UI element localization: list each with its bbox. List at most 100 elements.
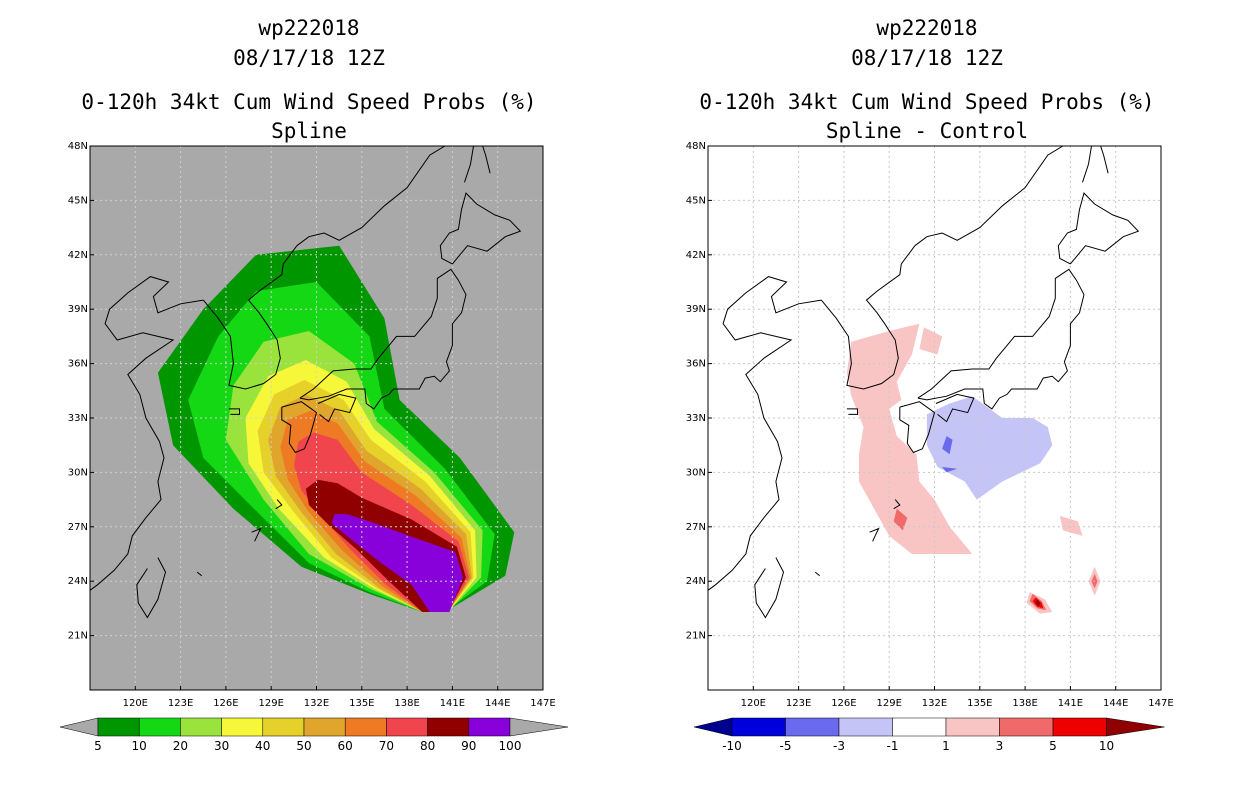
colorbar-label: 1	[942, 739, 950, 753]
contour-1-region	[1059, 515, 1083, 536]
colorbar-label: 80	[420, 739, 435, 753]
coastline-sakhalin-2	[1100, 146, 1109, 174]
y-tick-label: 39N	[68, 304, 88, 315]
storm-id: wp222018	[876, 16, 978, 40]
y-tick-label: 48N	[68, 141, 88, 152]
colorbar-cell	[945, 717, 1000, 737]
coastline-sakhalin	[464, 146, 474, 183]
colorbar-cell	[221, 717, 264, 737]
y-tick-label: 39N	[686, 304, 706, 315]
x-tick-label: 132E	[922, 698, 947, 709]
y-tick-label: 30N	[68, 467, 88, 478]
contour-layer	[157, 245, 515, 612]
coastline-shikoku	[317, 393, 357, 423]
contour-10-region	[1035, 599, 1041, 607]
x-tick-label: 135E	[967, 698, 992, 709]
colorbar-cell	[468, 717, 511, 737]
y-tick-label: 45N	[68, 195, 88, 206]
chart-subtitle: Spline	[271, 119, 347, 143]
coastline-china-coast	[914, 146, 1064, 247]
x-tick-label: 147E	[1148, 698, 1173, 709]
colorbar-cell	[892, 717, 947, 737]
coastline-hokkaido	[439, 192, 522, 265]
x-tick-label: 141E	[1058, 698, 1083, 709]
colorbar-cell	[386, 717, 428, 737]
colorbar: 5 10 20 30 40 50 60 70 80 90 100	[59, 717, 569, 753]
y-tick-label: 24N	[68, 576, 88, 587]
contour-90-region	[331, 514, 463, 612]
coastline-ryukyu-2	[251, 527, 262, 542]
x-tick-label: 135E	[349, 698, 374, 709]
coastline-honshu	[299, 268, 467, 410]
colorbar-cell	[838, 717, 893, 737]
contour-3-region	[893, 508, 908, 531]
contour--3-region	[942, 467, 958, 473]
y-tick-label: 33N	[686, 413, 706, 424]
contour-1-region	[919, 327, 943, 355]
y-tick-label: 24N	[686, 576, 706, 587]
colorbar-cell	[344, 717, 387, 737]
colorbar-cell	[731, 717, 786, 737]
colorbar-label: 5	[94, 739, 102, 753]
coastline-taiwan	[754, 557, 785, 619]
grid	[708, 146, 1161, 690]
colorbar-label: -3	[833, 739, 845, 753]
coastline-bohai	[90, 276, 204, 591]
x-tick-label: 126E	[213, 698, 238, 709]
colorbar-cell	[1052, 717, 1107, 737]
probability-map: 120E 123E 126E 129E 132E 135E 138E 141E 144E 147E…	[59, 141, 569, 753]
colorbar-extend-low	[693, 717, 733, 737]
colorbar-cell	[97, 717, 140, 737]
colorbar-label: 40	[255, 739, 270, 753]
right-panel: wp222018 08/17/18 12Z 0-120h 34kt Cum Wi…	[618, 0, 1236, 800]
colorbar-label: 90	[461, 739, 476, 753]
colorbar-label: -1	[887, 739, 899, 753]
x-tick-label: 138E	[1012, 698, 1037, 709]
coastline-ryukyu-2	[869, 527, 880, 542]
colorbar-label: 3	[996, 739, 1004, 753]
coastline-layer	[708, 146, 1140, 619]
colorbar-label: 10	[132, 739, 147, 753]
x-tick-label: 147E	[530, 698, 555, 709]
date-label: 08/17/18 12Z	[851, 46, 1003, 70]
colorbar-cell	[427, 717, 470, 737]
coastline-ryukyu-3	[814, 571, 821, 577]
x-tick-label: 123E	[786, 698, 811, 709]
left-panel: wp222018 08/17/18 12Z 0-120h 34kt Cum Wi…	[59, 16, 569, 753]
contour-1-region	[846, 323, 973, 554]
colorbar-cell	[138, 717, 181, 737]
colorbar-extend-high	[509, 717, 569, 737]
x-tick-label: 126E	[831, 698, 856, 709]
x-tick-label: 129E	[258, 698, 283, 709]
coastline-ryukyu-1	[893, 499, 901, 510]
coastline-bohai	[708, 276, 822, 591]
colorbar-cell	[262, 717, 305, 737]
coastline-kyushu	[281, 401, 318, 454]
colorbar-label: -10	[722, 739, 742, 753]
coastline-china-coast	[296, 146, 446, 247]
coastline-layer	[90, 146, 522, 619]
colorbar-label: 70	[379, 739, 394, 753]
y-tick-label: 33N	[68, 413, 88, 424]
x-tick-label: 123E	[168, 698, 193, 709]
contour--3-region	[942, 436, 953, 455]
grid	[90, 146, 543, 690]
date-label: 08/17/18 12Z	[233, 46, 385, 70]
storm-id: wp222018	[258, 16, 360, 40]
x-tick-label: 129E	[876, 698, 901, 709]
colorbar-label: 10	[1099, 739, 1114, 753]
colorbar-cell	[785, 717, 840, 737]
chart-subtitle: Spline - Control	[825, 119, 1029, 143]
y-tick-label: 36N	[686, 359, 706, 370]
y-tick-label: 21N	[68, 631, 88, 642]
coastline-shikoku	[935, 393, 975, 423]
coastline-korea	[820, 245, 916, 390]
coastline-sakhalin-2	[482, 146, 491, 174]
coastline-korea	[202, 245, 298, 390]
contour--1-region	[926, 396, 1053, 500]
y-tick-label: 30N	[686, 467, 706, 478]
x-tick-label: 144E	[1103, 698, 1128, 709]
coastline-hokkaido	[1057, 192, 1140, 265]
colorbar-extend-high	[1106, 717, 1165, 737]
y-tick-label: 27N	[686, 522, 706, 533]
